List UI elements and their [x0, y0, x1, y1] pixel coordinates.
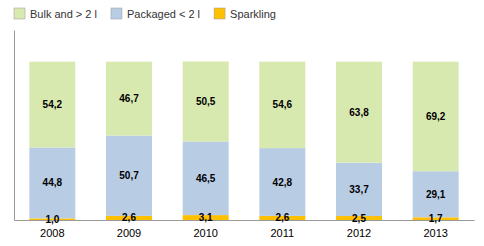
- data-label: 33,7: [349, 184, 369, 195]
- series: [29, 62, 458, 172]
- legend-item: Bulk and > 2 l: [14, 8, 97, 20]
- data-label: 2,6: [275, 212, 289, 223]
- bars: [29, 62, 458, 220]
- legend-label: Bulk and > 2 l: [30, 8, 97, 20]
- legend-item: Packaged < 2 l: [111, 8, 200, 20]
- series: [29, 215, 458, 220]
- x-tick-label: 2011: [271, 227, 295, 239]
- x-tick-label: 2008: [40, 227, 64, 239]
- bar: [259, 62, 305, 148]
- data-label: 2,6: [122, 212, 136, 223]
- data-label: 50,7: [119, 170, 139, 181]
- bar: [29, 62, 75, 148]
- legend-item: Sparkling: [214, 8, 276, 20]
- chart: 2008200920102011201220131,02,63,12,62,51…: [0, 0, 484, 246]
- y-axis: [14, 31, 15, 221]
- legend-swatch: [111, 8, 122, 19]
- data-label: 50,5: [196, 96, 216, 107]
- legend-label: Sparkling: [230, 8, 276, 20]
- data-label: 44,8: [43, 177, 63, 188]
- bar: [259, 148, 305, 216]
- legend-label: Packaged < 2 l: [127, 8, 200, 20]
- data-label: 54,2: [43, 99, 63, 110]
- x-tick-label: 2010: [193, 227, 217, 239]
- data-label: 29,1: [426, 189, 446, 200]
- data-label: 69,2: [426, 111, 446, 122]
- legend: Bulk and > 2 l Packaged < 2 l Sparkling: [14, 8, 276, 20]
- bar: [336, 62, 382, 163]
- bar: [106, 136, 152, 216]
- data-label: 3,1: [199, 212, 213, 223]
- data-label: 1,7: [429, 213, 443, 224]
- data-label: 1,0: [45, 214, 59, 225]
- data-label: 63,8: [349, 107, 369, 118]
- x-axis: 2008 2009 2010 2011 2012 2013: [15, 220, 475, 239]
- bar: [336, 163, 382, 216]
- bar: [413, 62, 459, 172]
- series: [29, 136, 458, 219]
- bar: [183, 141, 229, 215]
- legend-swatch: [214, 8, 225, 19]
- bar: [29, 147, 75, 218]
- data-label: 46,7: [119, 93, 139, 104]
- data-label: 2,5: [352, 213, 366, 224]
- x-axis-line: [15, 220, 475, 221]
- legend-swatch: [14, 8, 25, 19]
- x-tick-label: 2012: [347, 227, 371, 239]
- data-label: 54,6: [273, 99, 293, 110]
- x-tick-label: 2009: [117, 227, 141, 239]
- bar: [106, 62, 152, 136]
- x-tick-label: 2013: [423, 227, 447, 239]
- data-label: 42,8: [273, 177, 293, 188]
- y-axis-line: [14, 31, 15, 221]
- bar: [183, 62, 229, 142]
- data-label: 46,5: [196, 173, 216, 184]
- data-labels: 1,0 2,6 3,1 2,6 2,5 1,7 44,8 50,7 46,5 42,8 33,7 29…: [43, 93, 446, 225]
- bar: [413, 171, 459, 217]
